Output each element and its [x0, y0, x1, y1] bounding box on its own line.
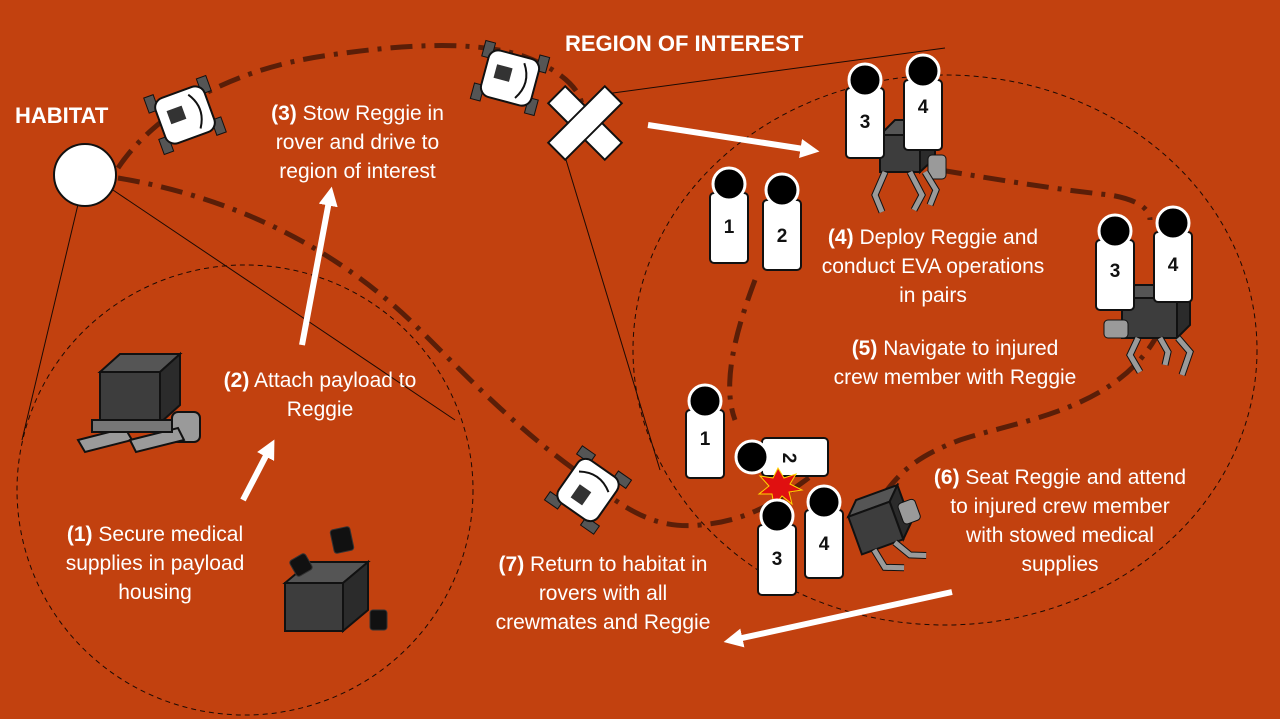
- step-number: (6): [933, 466, 960, 489]
- step-number: (2): [223, 369, 250, 392]
- astronaut-number: 3: [1110, 261, 1121, 282]
- astronaut-4-icon: 4: [903, 53, 943, 151]
- region-outlines: [16, 47, 1258, 716]
- habitat-title: HABITAT: [15, 103, 109, 128]
- astronaut-4-icon: 4: [804, 484, 844, 579]
- step-text: Return to habitat in rovers with all cre…: [495, 553, 711, 634]
- step-text: Navigate to injured crew member with Reg…: [833, 337, 1077, 389]
- step-7-label: (7) Return to habitat in rovers with all…: [488, 550, 718, 637]
- roi-zoom-line-lower: [559, 139, 661, 471]
- navigate-path: [727, 279, 758, 421]
- astronaut-3-icon: 3: [757, 498, 797, 596]
- arrow-step1-to-step2: [240, 439, 275, 502]
- step-4-label: (4) Deploy Reggie and conduct EVA operat…: [818, 223, 1048, 310]
- astronaut-number: 3: [860, 112, 871, 133]
- arrow-step6-to-step7: [723, 589, 953, 648]
- roi-zoom-line-upper: [597, 47, 946, 96]
- return-path: [117, 175, 822, 529]
- step-3-label: (3) Stow Reggie in rover and drive to re…: [245, 99, 470, 186]
- astronaut-number: 3: [772, 549, 783, 570]
- astronaut-2-icon: 2: [762, 172, 802, 271]
- astronaut-3-icon: 3: [1095, 213, 1135, 311]
- step-2-label: (2) Attach payload to Reggie: [205, 366, 435, 424]
- arrow-x-to-step4: [647, 122, 820, 159]
- habitat-circle: [53, 143, 117, 207]
- traverse-path: [115, 43, 1163, 529]
- astronaut-4-icon: 4: [1153, 205, 1193, 303]
- step-1-label: (1) Secure medical supplies in payload h…: [40, 520, 270, 607]
- rover-icon: [469, 39, 551, 117]
- payload-housing-icon: [282, 526, 388, 634]
- step-text: Secure medical supplies in payload housi…: [65, 523, 245, 604]
- injury-burst-icon: [757, 466, 804, 508]
- step-6-label: (6) Seat Reggie and attend to injured cr…: [930, 463, 1190, 579]
- injured-astronaut-2-icon: 2: [734, 437, 829, 477]
- reggie-robot-icon: [846, 482, 927, 572]
- workshop-region-outline: [16, 264, 474, 716]
- flow-arrows: [240, 122, 953, 648]
- arrow-step2-to-step3: [299, 186, 338, 346]
- step-text: Stow Reggie in rover and drive to region…: [275, 102, 444, 183]
- astronaut-1-icon: 1: [685, 383, 725, 479]
- eva-path: [939, 167, 1153, 221]
- step-text: Attach payload to Reggie: [254, 369, 417, 421]
- injured-path: [877, 328, 1163, 502]
- x-marker-icon: [546, 84, 624, 162]
- astronaut-number: 4: [819, 534, 830, 555]
- astronaut-number: 1: [724, 217, 735, 238]
- step-text: Deploy Reggie and conduct EVA operations…: [821, 226, 1045, 307]
- step-number: (7): [498, 553, 525, 576]
- astronaut-3-icon: 3: [845, 62, 885, 159]
- astronaut-1-icon: 1: [709, 166, 749, 264]
- step-number: (1): [66, 523, 93, 546]
- outbound-path: [115, 43, 585, 170]
- astronaut-number: 4: [918, 97, 929, 118]
- habitat-zoom-line-lower: [109, 187, 456, 421]
- reggie-robot-icon: [76, 351, 201, 454]
- astronaut-number: 4: [1168, 255, 1179, 276]
- interest-region-outline: [632, 74, 1258, 626]
- step-number: (3): [271, 102, 297, 125]
- step-text: Seat Reggie and attend to injured crew m…: [950, 466, 1187, 576]
- habitat-zoom-line-upper: [21, 174, 86, 441]
- astronaut-number: 2: [777, 226, 788, 247]
- astronaut-number: 2: [778, 453, 799, 464]
- step-5-label: (5) Navigate to injured crew member with…: [830, 334, 1080, 392]
- step-number: (5): [851, 337, 878, 360]
- region-of-interest-title: REGION OF INTEREST: [565, 31, 804, 56]
- astronaut-number: 1: [700, 429, 711, 450]
- rover-icon: [143, 74, 227, 156]
- step-number: (4): [827, 226, 854, 249]
- rover-icon: [543, 445, 633, 535]
